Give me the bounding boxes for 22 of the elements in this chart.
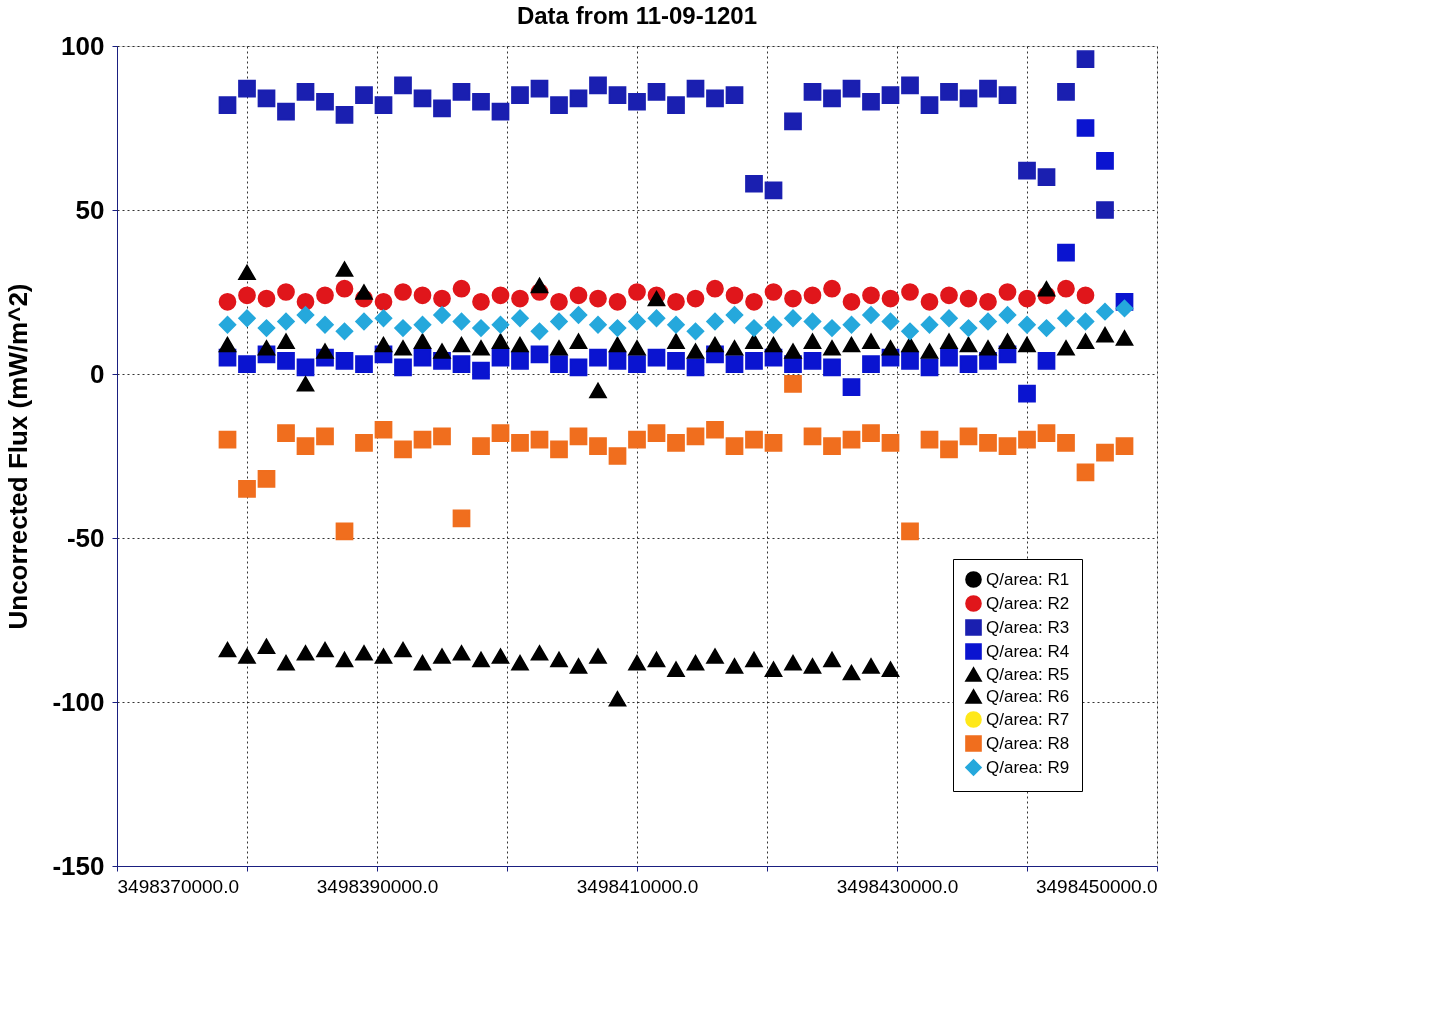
legend-label: Q/area: R4 <box>986 641 1070 661</box>
legend-label: Q/area: R7 <box>986 709 1070 729</box>
y-tick-label: 50 <box>75 194 105 225</box>
y-tick-label: 0 <box>90 358 105 389</box>
y-tick-label: 100 <box>61 30 105 61</box>
x-tick-label: 3498430000.0 <box>836 875 959 897</box>
x-tick-label: 3498450000.0 <box>1035 875 1158 897</box>
legend-label: Q/area: R5 <box>986 664 1070 684</box>
x-tick-label: 3498410000.0 <box>576 875 699 897</box>
y-tick-label: -150 <box>52 850 105 881</box>
y-tick-label: -50 <box>66 522 105 553</box>
legend-label: Q/area: R6 <box>986 686 1070 706</box>
legend-label: Q/area: R8 <box>986 733 1070 753</box>
y-tick-label: -100 <box>52 686 105 717</box>
x-tick-label: 3498370000.0 <box>117 875 240 897</box>
y-axis-title: Uncorrected Flux (mW/m^2) <box>3 283 34 630</box>
legend-label: Q/area: R2 <box>986 593 1070 613</box>
x-tick-label: 3498390000.0 <box>316 875 439 897</box>
chart-title: Data from 11-09-1201 <box>516 2 758 29</box>
legend-label: Q/area: R3 <box>986 617 1070 637</box>
legend-label: Q/area: R9 <box>986 757 1070 777</box>
legend-label: Q/area: R1 <box>986 569 1070 589</box>
